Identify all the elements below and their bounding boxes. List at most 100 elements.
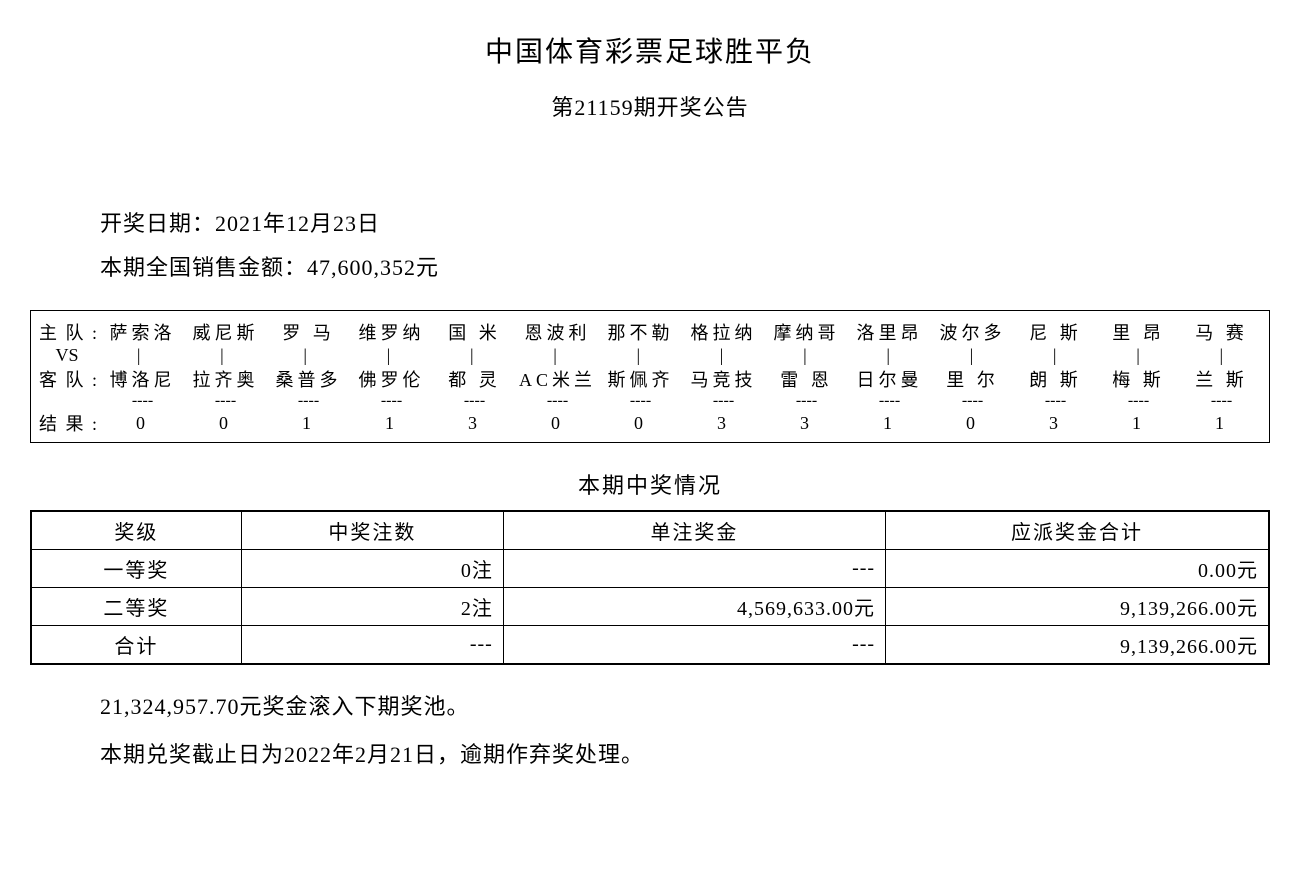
cell-per: --- — [503, 550, 885, 588]
match-cell: 洛里昂 — [848, 319, 931, 345]
match-cell: 0 — [184, 413, 267, 434]
match-cell: ---- — [516, 392, 599, 410]
sales-value: 47,600,352元 — [307, 255, 439, 280]
match-cell: ---- — [101, 392, 184, 410]
match-cell: 1 — [350, 413, 433, 434]
match-cell: 桑普多 — [267, 366, 350, 392]
match-cell: ---- — [433, 392, 516, 410]
match-cell: 佛罗伦 — [350, 366, 433, 392]
away-teams-row: 客队: 博洛尼拉齐奥桑普多佛罗伦都 灵AC米兰斯佩齐马竞技雷 恩日尔曼里 尔朗 … — [37, 366, 1263, 392]
match-cell: AC米兰 — [516, 366, 599, 392]
match-cell: 1 — [848, 413, 931, 434]
match-cell: | — [180, 345, 263, 366]
match-cell: ---- — [931, 392, 1014, 410]
match-cell: 1 — [1097, 413, 1180, 434]
match-cell: 朗 斯 — [1014, 366, 1097, 392]
match-cell: ---- — [1180, 392, 1263, 410]
match-cell: ---- — [1097, 392, 1180, 410]
cell-level: 一等奖 — [31, 550, 241, 588]
cell-total: 9,139,266.00元 — [886, 626, 1269, 665]
draw-date-value: 2021年12月23日 — [215, 211, 380, 236]
match-table: 主队: 萨索洛威尼斯罗 马维罗纳国 米恩波利那不勒格拉纳摩纳哥洛里昂波尔多尼 斯… — [30, 310, 1270, 443]
match-cell: 1 — [267, 413, 350, 434]
match-cell: 波尔多 — [931, 319, 1014, 345]
prize-header-row: 奖级 中奖注数 单注奖金 应派奖金合计 — [31, 511, 1269, 550]
match-cell: | — [1180, 345, 1263, 366]
match-cell: 里 尔 — [931, 366, 1014, 392]
col-count: 中奖注数 — [241, 511, 503, 550]
match-cell: 雷 恩 — [765, 366, 848, 392]
page-title: 中国体育彩票足球胜平负 — [30, 30, 1270, 70]
match-cell: | — [1096, 345, 1179, 366]
cell-level: 合计 — [31, 626, 241, 665]
cell-count: --- — [241, 626, 503, 665]
prize-section-title: 本期中奖情况 — [30, 468, 1270, 500]
footer-notes: 21,324,957.70元奖金滚入下期奖池。 本期兑奖截止日为2022年2月2… — [100, 683, 1270, 780]
match-cell: 拉齐奥 — [184, 366, 267, 392]
home-cells: 萨索洛威尼斯罗 马维罗纳国 米恩波利那不勒格拉纳摩纳哥洛里昂波尔多尼 斯里 昂马… — [101, 319, 1263, 345]
match-cell: | — [513, 345, 596, 366]
sales-label: 本期全国销售金额： — [100, 255, 307, 280]
result-label: 结果: — [37, 410, 101, 436]
draw-date-line: 开奖日期：2021年12月23日 — [100, 202, 1270, 246]
cell-total: 0.00元 — [886, 550, 1269, 588]
match-cell: | — [264, 345, 347, 366]
match-cell: 斯佩齐 — [599, 366, 682, 392]
col-level: 奖级 — [31, 511, 241, 550]
match-cell: ---- — [1014, 392, 1097, 410]
match-cell: 格拉纳 — [682, 319, 765, 345]
col-total: 应派奖金合计 — [886, 511, 1269, 550]
match-cell: 马 赛 — [1180, 319, 1263, 345]
info-block: 开奖日期：2021年12月23日 本期全国销售金额：47,600,352元 — [100, 202, 1270, 290]
away-label: 客队: — [37, 366, 101, 392]
result-cells: 00113003310311 — [101, 413, 1263, 434]
match-cell: 兰 斯 — [1180, 366, 1263, 392]
match-cell: ---- — [682, 392, 765, 410]
match-cell: 都 灵 — [433, 366, 516, 392]
prize-body: 一等奖0注---0.00元二等奖2注4,569,633.00元9,139,266… — [31, 550, 1269, 665]
prize-table: 奖级 中奖注数 单注奖金 应派奖金合计 一等奖0注---0.00元二等奖2注4,… — [30, 510, 1270, 665]
match-cell: 维罗纳 — [350, 319, 433, 345]
match-cell: ---- — [848, 392, 931, 410]
match-cell: 马竞技 — [682, 366, 765, 392]
table-row: 一等奖0注---0.00元 — [31, 550, 1269, 588]
match-cell: 恩波利 — [516, 319, 599, 345]
match-cell: 国 米 — [433, 319, 516, 345]
match-cell: 0 — [516, 413, 599, 434]
match-cell: | — [347, 345, 430, 366]
match-cell: ---- — [350, 392, 433, 410]
vs-label: VS — [37, 345, 97, 366]
match-cell: | — [930, 345, 1013, 366]
match-cell: ---- — [599, 392, 682, 410]
cell-per: 4,569,633.00元 — [503, 588, 885, 626]
match-cell: ---- — [267, 392, 350, 410]
match-cell: | — [97, 345, 180, 366]
cell-count: 0注 — [241, 550, 503, 588]
home-teams-row: 主队: 萨索洛威尼斯罗 马维罗纳国 米恩波利那不勒格拉纳摩纳哥洛里昂波尔多尼 斯… — [37, 319, 1263, 345]
match-cell: 梅 斯 — [1097, 366, 1180, 392]
vs-row: VS |||||||||||||| — [37, 345, 1263, 366]
cell-total: 9,139,266.00元 — [886, 588, 1269, 626]
deadline-note: 本期兑奖截止日为2022年2月21日，逾期作弃奖处理。 — [100, 731, 1270, 779]
dash-cells: ----------------------------------------… — [101, 392, 1263, 410]
match-cell: 博洛尼 — [101, 366, 184, 392]
match-cell: 3 — [433, 413, 516, 434]
match-cell: 摩纳哥 — [765, 319, 848, 345]
match-cell: 里 昂 — [1097, 319, 1180, 345]
match-cell: 日尔曼 — [848, 366, 931, 392]
match-cell: | — [597, 345, 680, 366]
match-cell: | — [847, 345, 930, 366]
match-cell: 那不勒 — [599, 319, 682, 345]
match-cell: ---- — [184, 392, 267, 410]
cell-level: 二等奖 — [31, 588, 241, 626]
match-cell: | — [763, 345, 846, 366]
match-cell: 3 — [1014, 413, 1097, 434]
cell-count: 2注 — [241, 588, 503, 626]
match-cell: 威尼斯 — [184, 319, 267, 345]
col-per: 单注奖金 — [503, 511, 885, 550]
match-cell: 0 — [931, 413, 1014, 434]
match-cell: 尼 斯 — [1014, 319, 1097, 345]
home-label: 主队: — [37, 319, 101, 345]
match-cell: 0 — [101, 413, 184, 434]
match-cell: 罗 马 — [267, 319, 350, 345]
